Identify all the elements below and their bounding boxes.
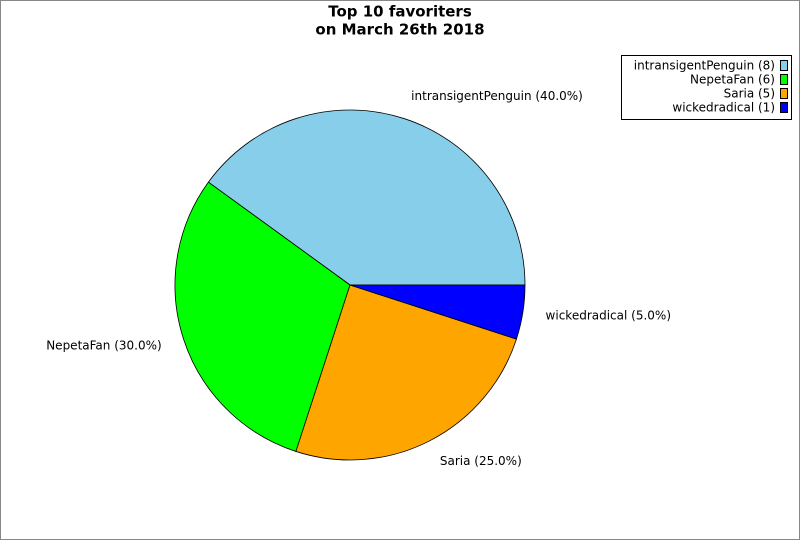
slice-label: intransigentPenguin (40.0%) (411, 89, 583, 103)
pie-slice (207, 109, 526, 286)
slice-label: Saria (25.0%) (440, 454, 522, 468)
pie-slice (174, 181, 351, 452)
legend-label: Saria (5) (724, 87, 775, 101)
legend-swatch (780, 88, 788, 99)
slice-label: wickedradical (5.0%) (546, 308, 671, 322)
slice-label: NepetaFan (30.0%) (46, 339, 161, 353)
legend-swatch (780, 74, 788, 85)
chart-title: Top 10 favoriters (328, 3, 472, 21)
pie-slice (295, 284, 517, 461)
legend-swatch (780, 102, 788, 113)
legend-swatch (780, 60, 788, 71)
pie-slice (349, 284, 526, 340)
legend-label: NepetaFan (6) (690, 73, 775, 87)
chart-title: on March 26th 2018 (315, 21, 484, 39)
legend-box (621, 55, 792, 120)
legend-label: wickedradical (1) (672, 101, 775, 115)
legend-label: intransigentPenguin (8) (634, 59, 775, 73)
